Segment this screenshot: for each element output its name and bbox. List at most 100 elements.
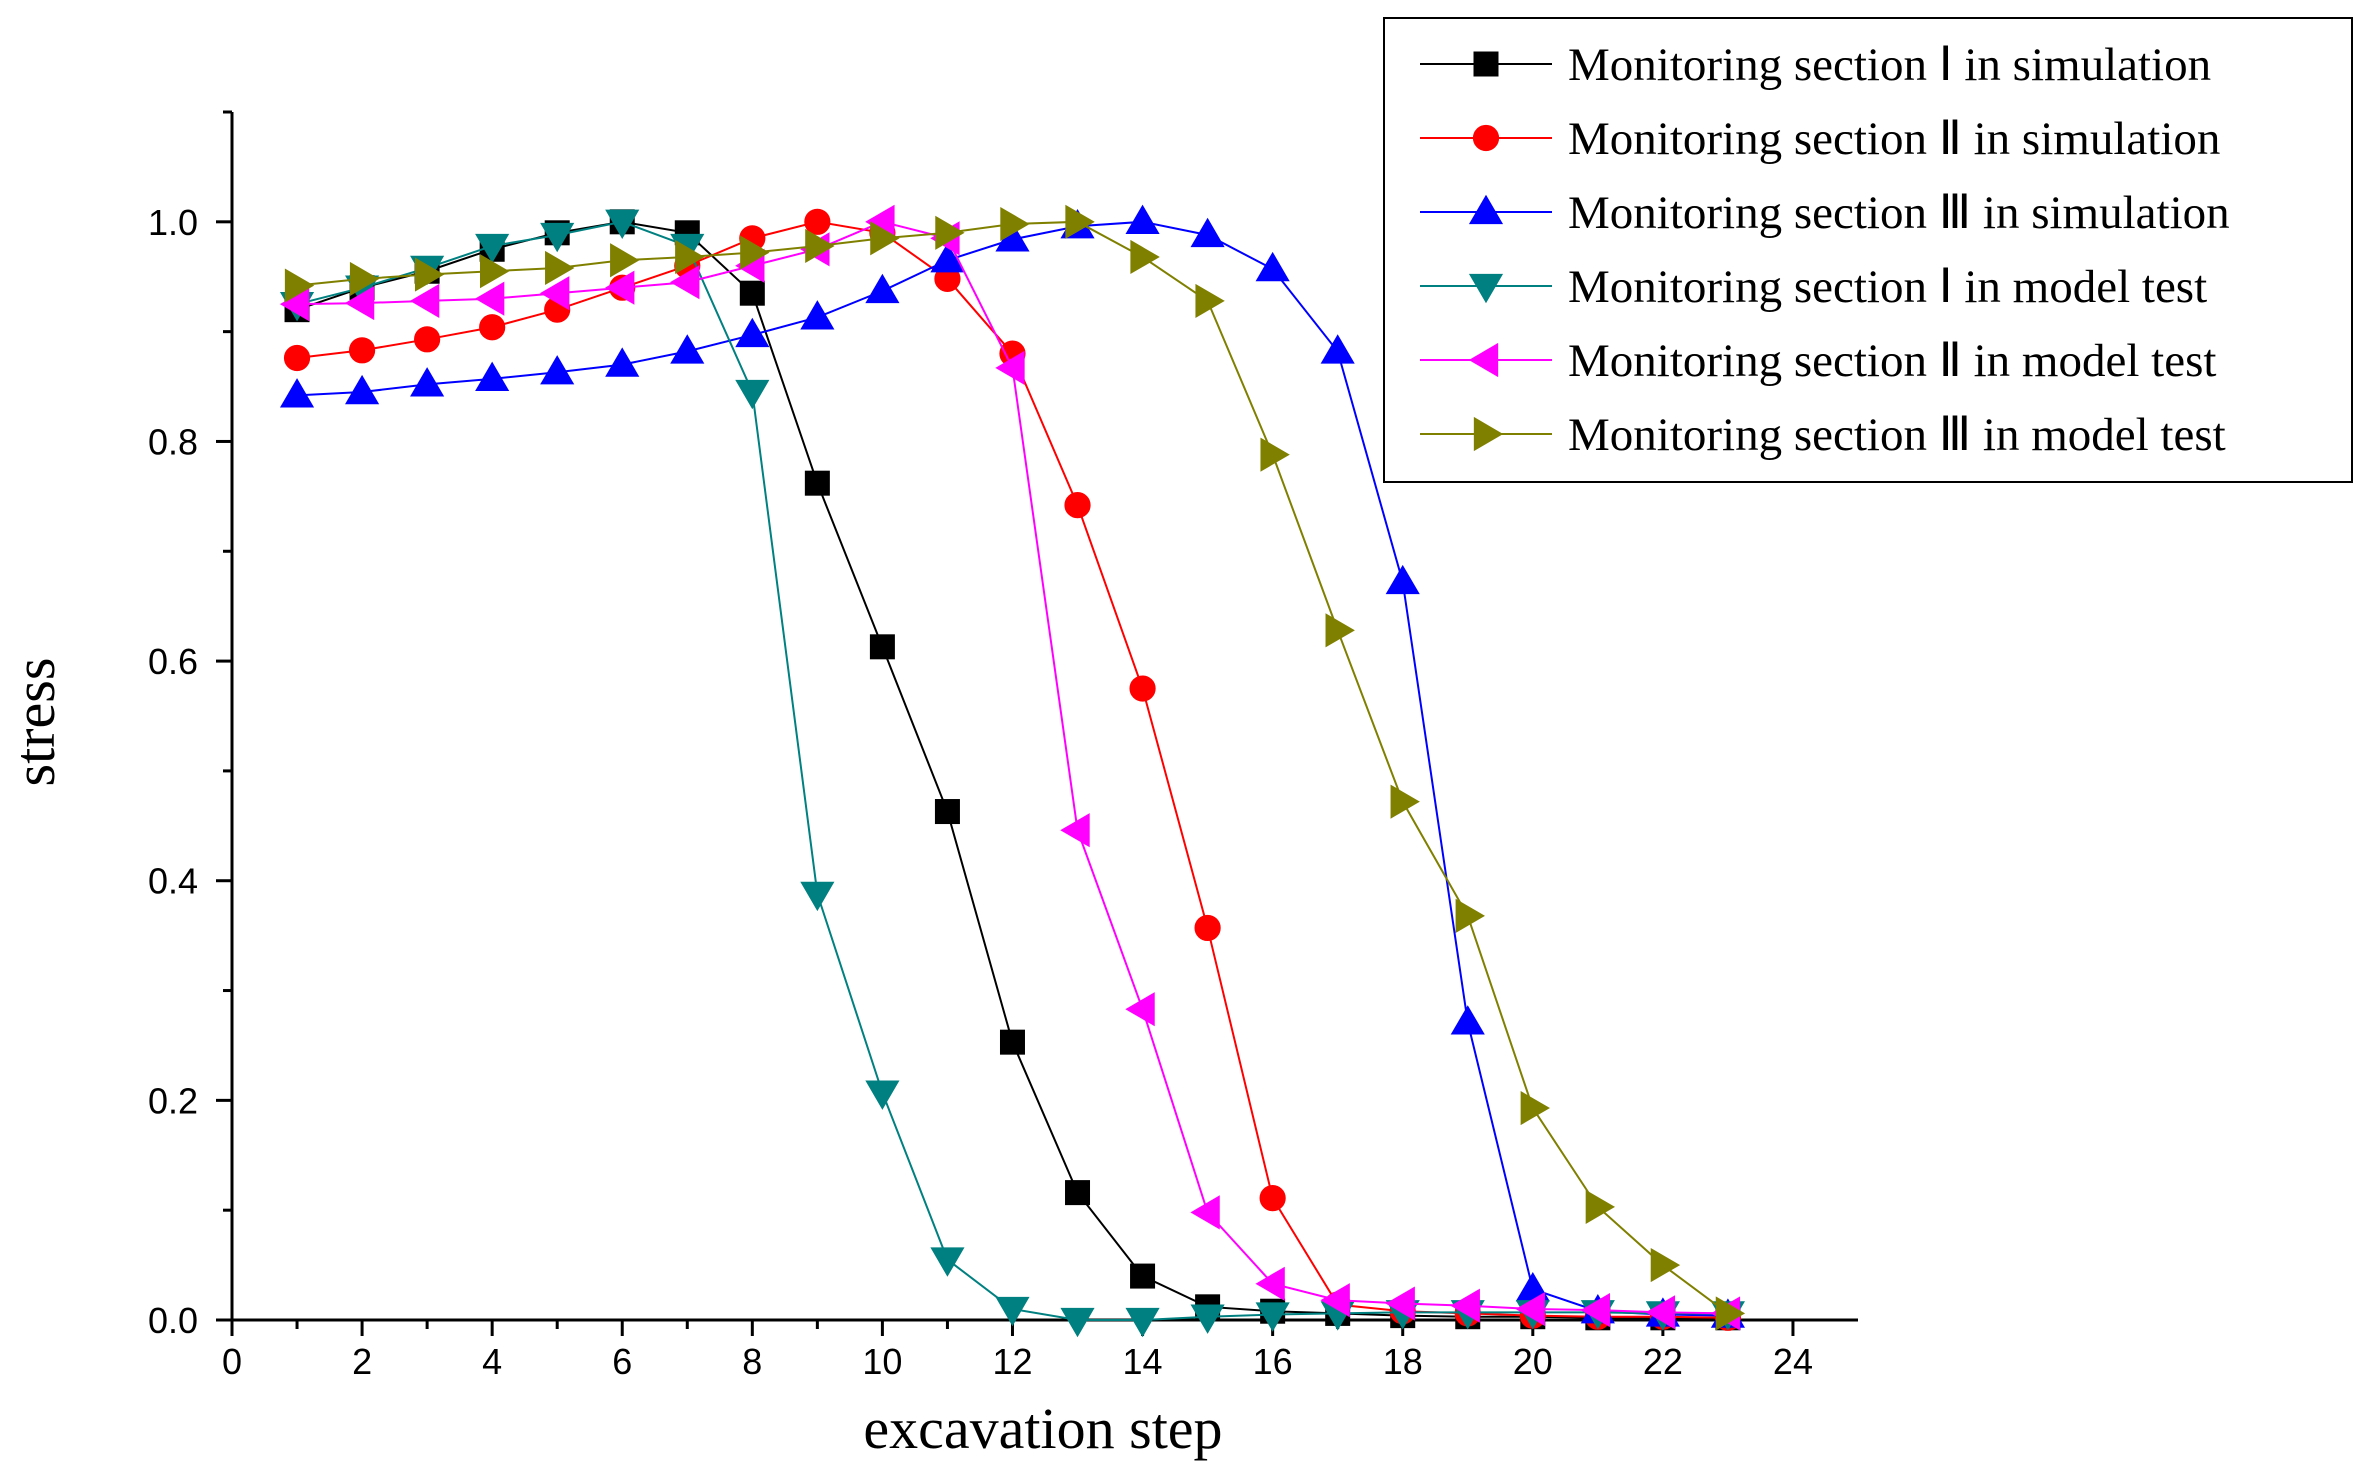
data-point — [739, 280, 765, 306]
data-point — [414, 326, 441, 353]
data-point — [1320, 1283, 1350, 1318]
data-point — [344, 286, 375, 321]
data-point — [1580, 1293, 1611, 1328]
data-point — [605, 347, 640, 377]
data-point — [349, 261, 380, 296]
legend-label: Monitoring section Ⅱ in simulation — [1568, 113, 2220, 165]
legend-item: Monitoring section Ⅱ in model test — [1420, 335, 2216, 387]
data-point — [1129, 675, 1156, 702]
data-point — [735, 317, 770, 348]
data-point — [409, 283, 440, 318]
legend-box — [1383, 17, 2353, 483]
data-point — [348, 337, 376, 364]
data-point — [284, 268, 315, 303]
data-point — [1194, 914, 1221, 942]
x-axis-ticks: 0 2 4 6 8 10 12 14 16 18 20 22 24 — [222, 1320, 1813, 1382]
data-point — [930, 1247, 965, 1277]
data-point — [1650, 1248, 1681, 1283]
data-point — [1255, 1302, 1290, 1332]
data-point — [804, 208, 831, 235]
data-point — [930, 243, 965, 273]
data-point — [410, 367, 445, 397]
data-point — [1190, 1304, 1225, 1334]
data-point — [1065, 204, 1095, 239]
legend-label: Monitoring section Ⅲ in model test — [1568, 409, 2226, 461]
data-point — [283, 344, 311, 372]
data-point — [935, 215, 965, 250]
data-point — [1520, 1090, 1550, 1126]
legend-item: Monitoring section Ⅰ in simulation — [1420, 39, 2211, 91]
data-point — [1125, 992, 1155, 1027]
x-tick-label: 2 — [352, 1341, 372, 1382]
data-point — [670, 334, 705, 364]
data-point — [1060, 1307, 1095, 1338]
legend-label: Monitoring section Ⅰ in simulation — [1568, 39, 2211, 91]
data-point — [1450, 1005, 1485, 1035]
data-point — [1585, 1189, 1616, 1224]
x-tick-label: 22 — [1643, 1341, 1683, 1382]
data-point — [1390, 784, 1420, 819]
x-tick-label: 6 — [612, 1341, 632, 1382]
data-point — [1325, 613, 1355, 648]
y-axis-ticks: 0.0 0.2 0.4 0.6 0.8 1.0 — [148, 110, 232, 1341]
data-point — [800, 881, 835, 912]
data-point — [540, 222, 575, 253]
data-point — [1385, 564, 1420, 595]
data-point — [1190, 217, 1225, 248]
data-point — [540, 355, 575, 385]
y-tick-label: 0.2 — [148, 1080, 198, 1121]
legend-label: Monitoring section Ⅲ in simulation — [1568, 187, 2230, 239]
x-tick-label: 4 — [482, 1341, 502, 1382]
y-tick-label: 0.4 — [148, 861, 198, 902]
data-point — [479, 314, 506, 341]
data-point — [545, 250, 575, 286]
data-point — [605, 209, 640, 240]
data-point — [995, 1296, 1030, 1327]
data-point — [1064, 492, 1091, 519]
data-point — [1715, 1296, 1746, 1331]
axes: 0 2 4 6 8 10 12 14 16 18 20 22 24 0.00.20.40.60.81.0 — [148, 110, 1858, 1382]
data-point — [934, 799, 960, 825]
x-tick-label: 8 — [742, 1341, 762, 1382]
x-tick-label: 18 — [1383, 1341, 1423, 1382]
data-point — [1260, 437, 1290, 472]
data-point — [605, 270, 635, 305]
data-point — [540, 276, 570, 311]
legend-marker — [1468, 194, 1504, 225]
legend-item: Monitoring section Ⅲ in simulation — [1420, 187, 2230, 239]
data-point — [740, 235, 770, 270]
legend-item: Monitoring section Ⅲ in model test — [1420, 409, 2226, 461]
data-point — [1645, 1295, 1676, 1330]
data-point — [345, 374, 380, 405]
legend-marker — [1468, 273, 1504, 304]
data-point — [1450, 1288, 1480, 1323]
x-tick-label: 10 — [862, 1341, 902, 1382]
data-point — [1190, 1195, 1220, 1230]
y-tick-label: 0.8 — [148, 421, 198, 462]
y-tick-label: 1.0 — [148, 202, 198, 243]
legend-item: Monitoring section Ⅰ in model test — [1420, 261, 2207, 313]
data-point — [1255, 1266, 1285, 1301]
legend-marker — [1472, 124, 1500, 152]
x-tick-label: 0 — [222, 1341, 242, 1382]
series-6 — [284, 204, 1746, 1331]
data-point — [279, 378, 315, 408]
x-tick-label: 20 — [1513, 1341, 1553, 1382]
data-point — [675, 239, 705, 275]
data-point — [479, 254, 510, 289]
data-point — [610, 243, 640, 278]
x-tick-label: 24 — [1773, 1341, 1813, 1382]
data-point — [999, 1029, 1025, 1055]
data-point — [1130, 1263, 1156, 1289]
x-tick-label: 14 — [1123, 1341, 1163, 1382]
y-tick-label: 0.6 — [148, 641, 198, 682]
legend-marker — [1473, 416, 1504, 452]
data-point — [1455, 898, 1485, 933]
data-point — [1385, 1286, 1415, 1321]
data-point — [870, 221, 900, 256]
data-point — [1255, 251, 1290, 282]
data-point — [800, 300, 835, 330]
legend-marker — [1468, 342, 1499, 378]
data-point — [865, 273, 900, 304]
data-point — [1125, 204, 1160, 234]
